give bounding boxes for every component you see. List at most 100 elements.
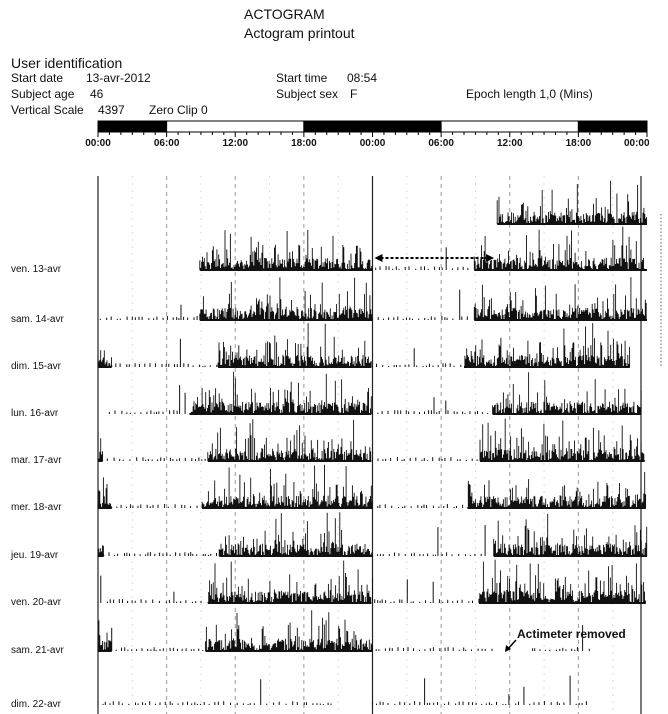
activity-bars [97,477,112,508]
vertical-scale-value: 4397 [98,103,125,117]
day-label: dim. 22-avr [11,699,62,710]
activity-row [97,675,587,705]
day-label: sam. 21-avr [11,645,64,656]
activity-bars [97,350,112,367]
day-label: lun. 16-avr [11,408,59,419]
start-time-label: Start time [276,71,328,85]
activity-bars [496,180,648,224]
sparse-activity-bars [97,575,202,603]
x-tick-label: 06:00 [428,138,454,149]
sparse-activity-bars [372,348,462,367]
activity-row [97,418,646,462]
activity-row [496,180,648,225]
activity-bars [205,610,373,651]
activity-bars [207,419,372,461]
activity-bars [464,323,631,367]
activity-row [97,610,590,652]
sparse-activity-bars [372,675,587,705]
zero-clip: Zero Clip 0 [149,103,208,117]
annotation-arrow-head [505,645,511,652]
activity-row [199,226,647,271]
arrow-head-left [374,254,383,262]
start-date-value: 13-avr-2012 [86,71,151,85]
epoch-length-label: Epoch length [466,87,537,101]
day-label: mer. 18-avr [11,502,62,513]
x-tick-label: 00:00 [359,138,386,149]
sparse-activity-bars [532,625,590,651]
subject-age-label: Subject age [11,87,75,101]
zero-clip-label: Zero Clip [149,103,198,117]
sparse-activity-bars [372,457,478,461]
x-tick-label: 12:00 [222,138,249,149]
light-dark-segment-dark [303,120,442,133]
day-label: jeu. 19-avr [11,550,59,561]
sparse-activity-bars [372,289,468,320]
sparse-activity-bars [372,397,489,414]
activity-bars [493,513,648,556]
zero-clip-value: 0 [201,103,208,117]
sparse-activity-bars [102,457,206,461]
activity-row [108,371,642,415]
activity-bars [473,277,647,320]
sparse-activity-bars [108,385,186,414]
annotation-actimeter-removed: Actimeter removed [517,627,626,641]
day-label: mar. 17-avr [11,455,62,466]
light-dark-segment-light [440,120,579,133]
sparse-activity-bars [99,304,198,320]
activity-bars [97,545,104,556]
sparse-activity-bars [103,552,217,556]
x-tick-label: 12:00 [496,138,523,149]
day-label: sam. 14-avr [11,314,64,325]
activity-row [97,323,631,368]
epoch-length-value: 1,0 (Mins) [539,87,593,101]
activity-bars [492,372,642,414]
activity-row [97,559,646,604]
subject-age-value: 46 [90,87,104,101]
day-label: ven. 13-avr [11,264,62,275]
light-dark-segment-dark [97,120,168,133]
activity-row [99,277,647,321]
user-identification-heading: User identification [11,55,123,71]
start-time-value: 08:54 [347,71,378,85]
activity-bars [97,620,112,651]
subject-sex-value: F [350,87,358,101]
sparse-activity-bars [372,647,493,651]
activity-row [97,512,648,557]
x-tick-label: 18:00 [291,138,317,149]
activity-bars [97,432,103,461]
activity-bars [478,559,646,603]
x-tick-label: 00:00 [623,138,650,149]
x-tick-label: 06:00 [153,138,180,149]
start-date-label: Start date [11,71,64,85]
light-dark-segment-light [166,120,305,133]
x-tick-label: 00:00 [85,138,111,149]
day-label: ven. 20-avr [11,597,62,608]
activity-bars [207,560,372,603]
epoch-length: Epoch length 1,0 (Mins) [466,87,593,101]
page-title: ACTOGRAM [244,6,325,22]
vertical-scale-label: Vertical Scale [11,103,84,117]
sparse-activity-bars [111,627,204,651]
page-subtitle: Actogram printout [244,25,355,41]
sparse-activity-bars [111,504,198,508]
activity-row [97,464,647,509]
activity-bars [473,226,647,270]
activity-bars [217,323,372,367]
activity-bars [479,418,646,461]
sparse-activity-bars [372,525,486,556]
sparse-activity-bars [372,578,473,603]
activity-bars [189,371,372,414]
activity-bars [201,464,373,508]
activity-bars [466,471,647,508]
activity-bars [199,230,373,270]
x-tick-label: 18:00 [565,138,592,149]
activity-bars [218,512,373,556]
activity-bars [199,277,373,320]
subject-sex-label: Subject sex [276,87,339,101]
day-label: dim. 15-avr [11,361,62,372]
sparse-activity-bars [111,338,218,367]
sparse-activity-bars [372,504,464,508]
arrow-head-right [486,254,495,262]
light-dark-segment-dark [577,120,648,133]
